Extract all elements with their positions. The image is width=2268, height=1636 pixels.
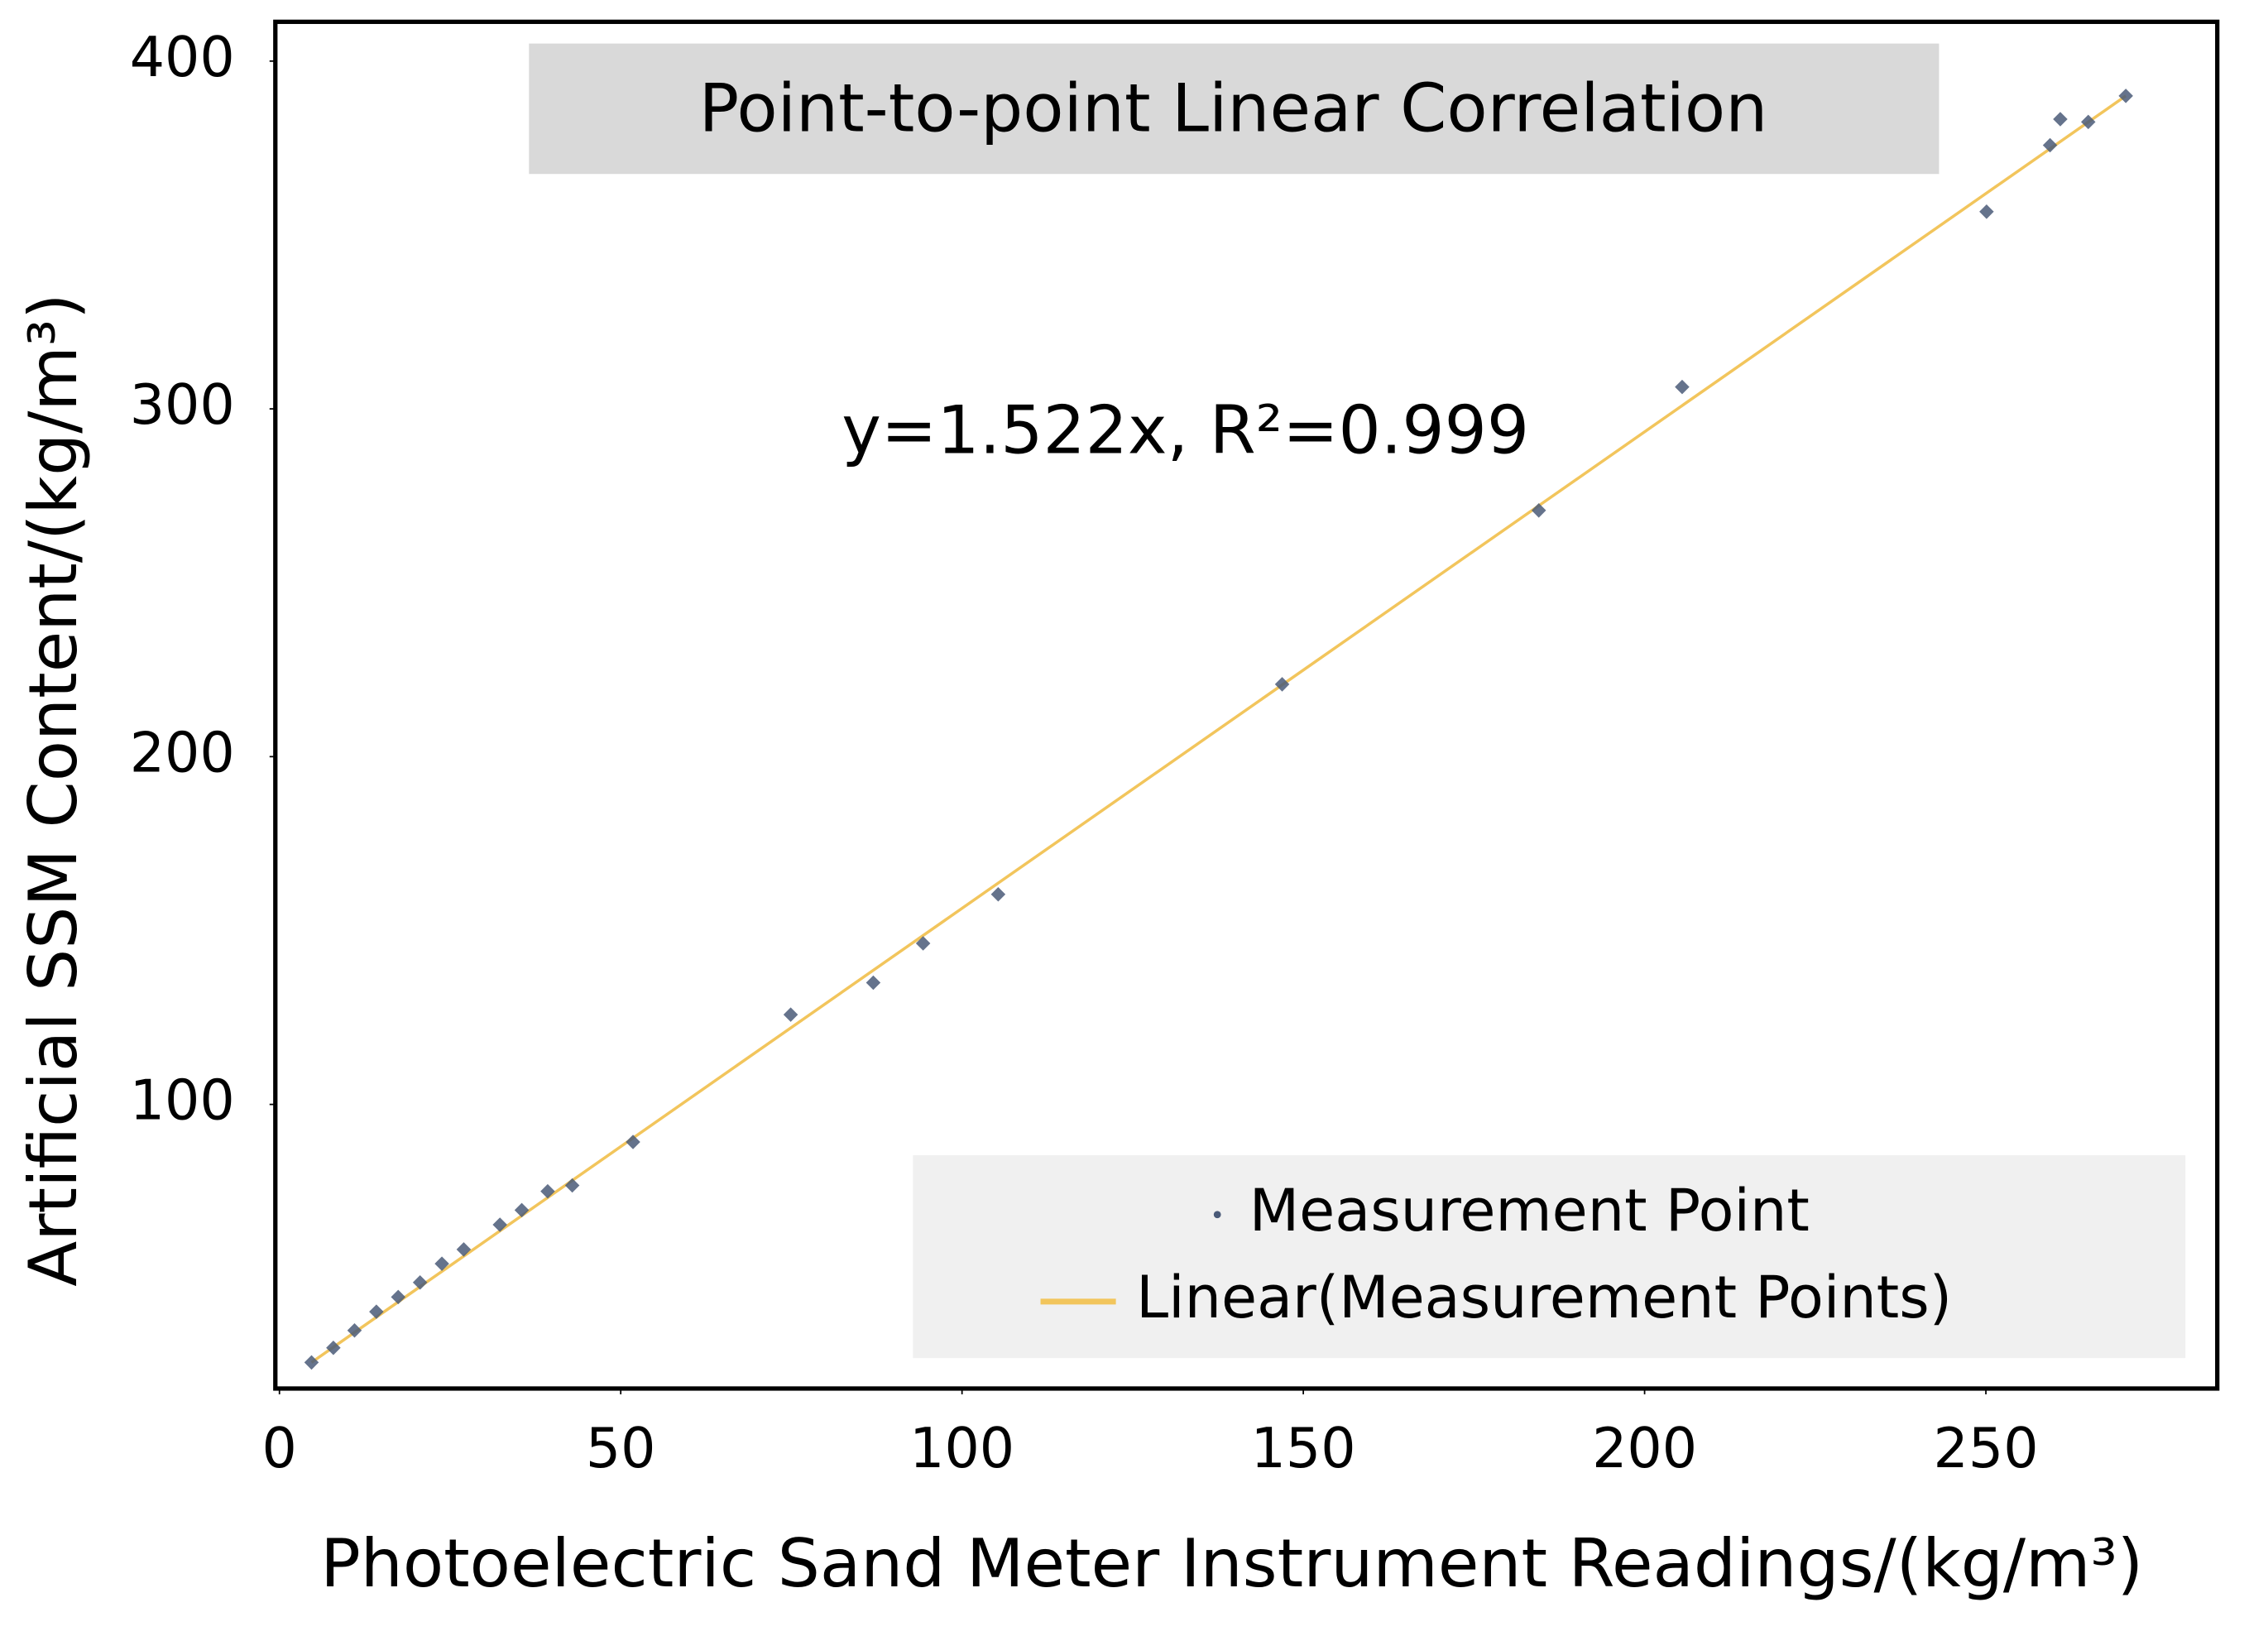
data-point xyxy=(1531,503,1546,518)
data-point xyxy=(347,1323,362,1338)
y-tick-label: 300 xyxy=(130,372,235,437)
title-box xyxy=(529,43,1940,175)
data-point xyxy=(783,1007,798,1022)
data-point xyxy=(2118,89,2133,103)
data-point xyxy=(540,1183,555,1199)
data-point xyxy=(1274,677,1290,692)
x-tick-label: 250 xyxy=(1934,1416,2039,1480)
data-point xyxy=(626,1135,640,1149)
x-tick-label: 0 xyxy=(262,1416,297,1480)
y-tick-label: 400 xyxy=(130,25,235,89)
data-point xyxy=(391,1289,406,1305)
data-point xyxy=(412,1275,428,1290)
x-axis-label: Photoelectric Sand Meter Instrument Read… xyxy=(320,1524,2143,1602)
trend-line xyxy=(310,94,2127,1364)
data-point xyxy=(514,1202,530,1218)
y-tick-label: 100 xyxy=(130,1068,235,1133)
legend-box xyxy=(913,1154,2186,1359)
x-tick-label: 200 xyxy=(1592,1416,1697,1480)
y-tick-label: 200 xyxy=(130,720,235,784)
data-point xyxy=(2042,137,2058,153)
data-point xyxy=(2081,114,2096,130)
x-tick-label: 100 xyxy=(909,1416,1014,1480)
data-point xyxy=(564,1178,580,1193)
data-point xyxy=(326,1341,341,1355)
data-point xyxy=(990,887,1006,902)
legend-label: Linear(Measurement Points) xyxy=(1136,1264,1952,1331)
equation-annotation: y=1.522x, R²=0.999 xyxy=(842,391,1529,468)
y-axis-label: Artificial SSM Content/(kg/m³) xyxy=(14,293,92,1286)
x-tick-label: 50 xyxy=(586,1416,656,1480)
legend-marker xyxy=(1213,1211,1221,1219)
data-point xyxy=(1675,379,1690,395)
data-point xyxy=(434,1256,449,1271)
legend-label: Measurement Point xyxy=(1249,1177,1810,1245)
plot-frame xyxy=(273,19,2220,1391)
data-point xyxy=(2053,112,2068,127)
data-point xyxy=(492,1217,507,1232)
data-point xyxy=(865,975,881,991)
data-point xyxy=(456,1242,472,1257)
chart-title: Point-to-point Linear Correlation xyxy=(699,70,1768,147)
x-tick-label: 150 xyxy=(1251,1416,1356,1480)
data-point xyxy=(1979,204,1994,219)
data-point xyxy=(369,1304,384,1319)
